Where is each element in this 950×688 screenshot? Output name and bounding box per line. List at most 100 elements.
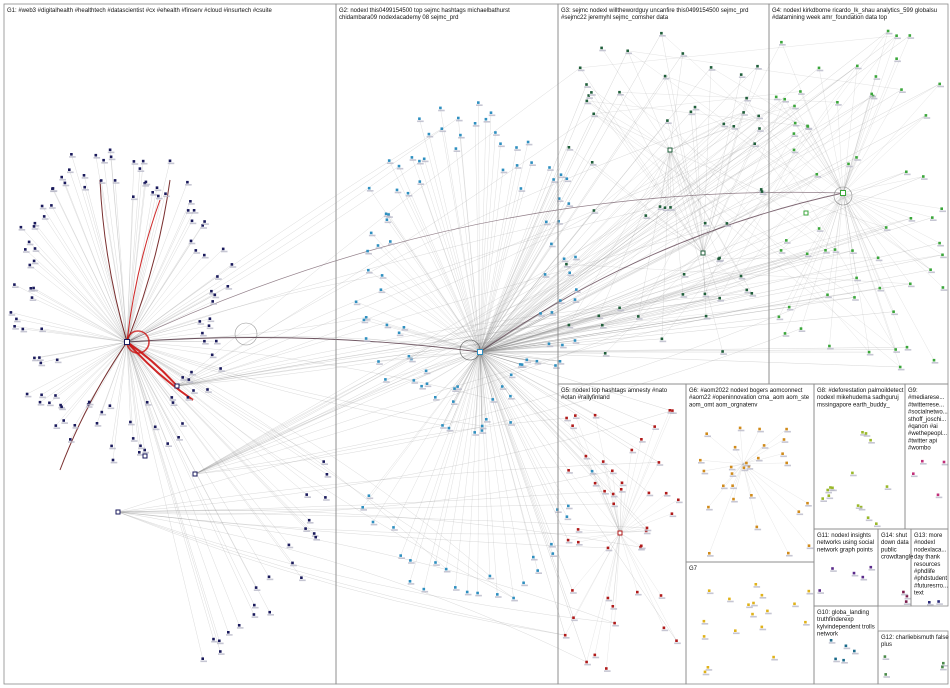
node-g2 (456, 385, 459, 388)
edge-g4 (827, 192, 844, 295)
node-g4 (793, 104, 796, 108)
node-shadow (636, 318, 643, 320)
node-g2 (397, 164, 401, 168)
node-shadow (761, 447, 769, 449)
node-g1 (201, 331, 204, 335)
edge-g4 (837, 102, 844, 194)
edge-g1 (41, 205, 128, 343)
node-shadow (408, 562, 415, 564)
node-g2 (488, 574, 492, 578)
node-g2 (509, 421, 512, 424)
node-g1 (141, 159, 145, 163)
edge-g2 (368, 270, 481, 353)
self-loop-g1 (234, 322, 258, 346)
edge-bundle (479, 157, 857, 353)
edge-g2 (398, 166, 481, 353)
node-shadow (927, 604, 934, 606)
node-shadow (731, 128, 739, 130)
node-shadow (779, 44, 786, 46)
node-shadow (816, 69, 824, 72)
node-g3 (601, 323, 604, 327)
edge-g2 (479, 351, 514, 599)
edge-g2 (479, 351, 558, 510)
node-g2 (434, 561, 437, 564)
node-shadow (180, 379, 187, 381)
node-shadow (94, 425, 102, 427)
edge-g1 (126, 341, 324, 462)
node-g4 (905, 345, 909, 349)
node-g1 (109, 155, 113, 159)
node-shadow (107, 407, 115, 410)
node-shadow (154, 189, 162, 192)
node-g4 (938, 82, 941, 86)
edge-bundle (479, 283, 911, 353)
node-shadow (852, 652, 859, 655)
node-shadow (566, 149, 574, 151)
edge-bundle (479, 299, 576, 353)
node-shadow (566, 205, 574, 207)
edge-g2 (419, 161, 481, 353)
edge-g5 (572, 532, 621, 591)
group-label-G8: G8: #deforestation palmoildetect nodexl m… (817, 388, 904, 408)
node-g3 (732, 125, 736, 128)
node-g2 (556, 508, 559, 511)
node-g6 (731, 484, 734, 487)
node-g6 (732, 497, 735, 501)
node-shadow (708, 69, 716, 71)
node-shadow (498, 145, 505, 148)
node-g4 (799, 327, 803, 330)
node-g2 (397, 331, 401, 335)
node-g1 (19, 225, 23, 229)
node-g11 (869, 565, 873, 569)
node-g5 (659, 594, 663, 597)
node-shadow (535, 572, 542, 574)
edge-g1 (126, 196, 134, 343)
node-g2 (536, 569, 539, 572)
edge-bundle (479, 351, 596, 416)
node-g5 (613, 621, 616, 625)
node-shadow (866, 353, 874, 356)
node-shadow (921, 178, 928, 180)
node-shadow (701, 472, 709, 475)
node-shadow (738, 277, 746, 280)
node-shadow (617, 309, 624, 312)
edge-g2 (479, 256, 576, 353)
node-g2 (565, 177, 569, 180)
node-g3 (757, 114, 760, 118)
node-g2 (559, 299, 562, 302)
edge-g5 (619, 462, 660, 534)
edge-g2 (411, 157, 481, 353)
node-shadow (472, 125, 480, 127)
node-shadow (703, 317, 711, 320)
node-g4 (892, 310, 895, 313)
group-label-G7: G7 (689, 566, 698, 572)
node-g2 (484, 117, 488, 121)
node-g3 (759, 188, 763, 191)
node-g2 (530, 161, 533, 164)
node-shadow (455, 388, 462, 390)
node-g1 (62, 419, 65, 422)
node-shadow (573, 417, 580, 419)
edge-bundle (479, 223, 727, 353)
edge-g3 (645, 215, 704, 254)
node-g4 (855, 276, 858, 280)
node-shadow (792, 605, 799, 608)
node-shadow (226, 634, 233, 636)
node-g1 (221, 247, 225, 251)
node-g6 (785, 461, 788, 465)
node-shadow (566, 507, 573, 510)
node-g9 (912, 472, 915, 475)
edge-cross (126, 128, 442, 343)
node-g4 (940, 207, 943, 210)
node-g4 (774, 95, 778, 99)
edge-g2 (479, 147, 517, 353)
node-g1 (203, 220, 206, 223)
node-g1 (206, 388, 209, 391)
node-g1 (181, 422, 184, 425)
edge-g2 (479, 178, 567, 353)
edge-bundle (479, 351, 670, 411)
edge-g4 (842, 95, 874, 194)
node-g1 (73, 424, 77, 427)
node-shadow (600, 463, 608, 465)
node-shadow (869, 95, 876, 98)
